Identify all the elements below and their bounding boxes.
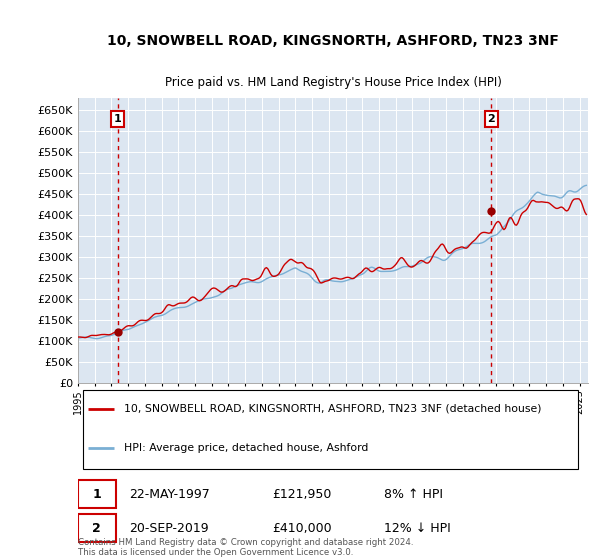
FancyBboxPatch shape <box>83 390 578 469</box>
Text: 12% ↓ HPI: 12% ↓ HPI <box>384 521 451 535</box>
FancyBboxPatch shape <box>78 514 116 542</box>
Text: 22-MAY-1997: 22-MAY-1997 <box>129 488 210 501</box>
Text: HPI: Average price, detached house, Ashford: HPI: Average price, detached house, Ashf… <box>124 444 368 454</box>
Text: Price paid vs. HM Land Registry's House Price Index (HPI): Price paid vs. HM Land Registry's House … <box>164 76 502 89</box>
Text: Contains HM Land Registry data © Crown copyright and database right 2024.
This d: Contains HM Land Registry data © Crown c… <box>78 538 413 557</box>
Text: £121,950: £121,950 <box>272 488 331 501</box>
Text: 20-SEP-2019: 20-SEP-2019 <box>129 521 209 535</box>
FancyBboxPatch shape <box>78 480 116 508</box>
Text: £410,000: £410,000 <box>272 521 331 535</box>
Text: 8% ↑ HPI: 8% ↑ HPI <box>384 488 443 501</box>
Text: 1: 1 <box>92 488 101 501</box>
Text: 2: 2 <box>92 521 101 535</box>
Text: 10, SNOWBELL ROAD, KINGSNORTH, ASHFORD, TN23 3NF: 10, SNOWBELL ROAD, KINGSNORTH, ASHFORD, … <box>107 34 559 48</box>
Text: 2: 2 <box>487 114 495 124</box>
Text: 1: 1 <box>114 114 122 124</box>
Text: 10, SNOWBELL ROAD, KINGSNORTH, ASHFORD, TN23 3NF (detached house): 10, SNOWBELL ROAD, KINGSNORTH, ASHFORD, … <box>124 404 541 414</box>
